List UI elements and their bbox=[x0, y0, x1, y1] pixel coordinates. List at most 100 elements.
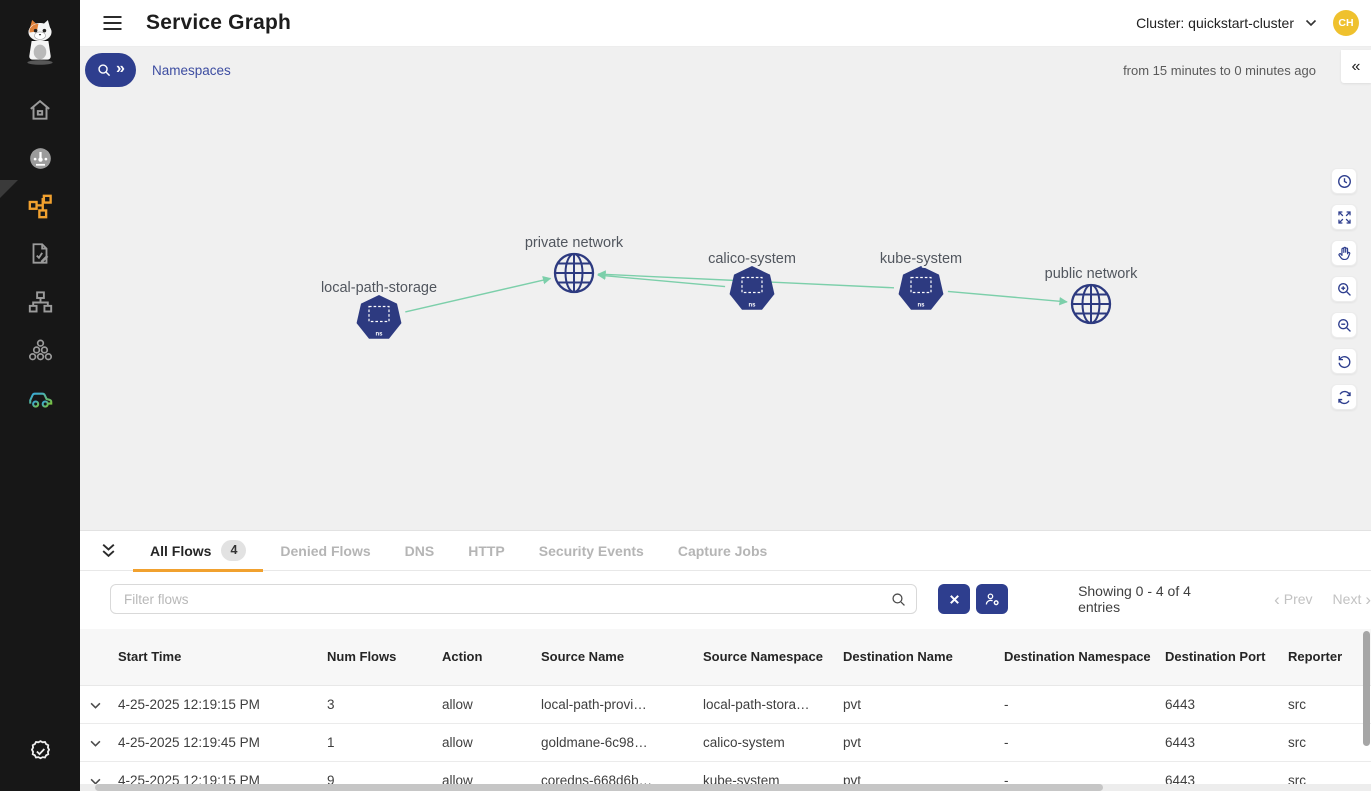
tab-label: Denied Flows bbox=[280, 542, 371, 559]
table-cell: 4-25-2025 12:19:45 PM bbox=[118, 735, 260, 750]
filter-row: Showing 0 - 4 of 4 entries ‹Prev Next› bbox=[110, 583, 1371, 615]
graph-node-private-network[interactable] bbox=[553, 252, 595, 294]
tab-all-flows[interactable]: All Flows 4 bbox=[133, 531, 264, 572]
collapse-flows-panel-button[interactable] bbox=[96, 539, 121, 562]
search-icon[interactable] bbox=[890, 591, 907, 608]
fit-screen-icon bbox=[1336, 209, 1353, 226]
hamburger-menu-button[interactable] bbox=[98, 11, 127, 35]
main-area: Service Graph Cluster: quickstart-cluste… bbox=[80, 0, 1371, 791]
table-cell: src bbox=[1288, 735, 1306, 750]
sidebar-item-home[interactable] bbox=[0, 86, 80, 134]
table-header-row: Start Time Num Flows Action Source Name Sour… bbox=[80, 629, 1371, 686]
chevron-down-icon bbox=[1305, 19, 1317, 27]
hand-pan-icon bbox=[1336, 245, 1353, 262]
table-cell: allow bbox=[442, 735, 473, 750]
customize-columns-button[interactable] bbox=[976, 584, 1009, 614]
prev-page-button[interactable]: ‹ Prev bbox=[1274, 589, 1313, 609]
horizontal-scrollbar[interactable] bbox=[95, 784, 1103, 791]
graph-node-kube-system[interactable]: ns bbox=[898, 266, 944, 310]
sidebar-item-service-graph[interactable] bbox=[0, 180, 80, 230]
column-header[interactable]: Source Namespace bbox=[703, 648, 823, 664]
next-page-button[interactable]: Next › bbox=[1332, 589, 1371, 609]
table-row[interactable]: 4-25-2025 12:19:15 PM 9 allow coredns-668d6… bbox=[80, 762, 1371, 791]
table-row[interactable]: 4-25-2025 12:19:45 PM 1 allow goldmane-6c98… bbox=[80, 724, 1371, 762]
flows-panel: All Flows 4 Denied Flows DNS HTTP Security Ev… bbox=[80, 530, 1371, 791]
workloads-cluster-icon bbox=[27, 337, 54, 364]
avatar[interactable]: CH bbox=[1333, 10, 1359, 36]
fit-screen-button[interactable] bbox=[1331, 204, 1357, 230]
chevron-down-icon bbox=[90, 735, 101, 750]
tab-dns[interactable]: DNS bbox=[388, 531, 452, 571]
tab-denied-flows[interactable]: Denied Flows bbox=[263, 531, 387, 571]
tab-capture-jobs[interactable]: Capture Jobs bbox=[661, 531, 784, 571]
sidebar-item-workloads[interactable] bbox=[0, 326, 80, 374]
expand-chevrons-icon: » bbox=[116, 60, 125, 77]
pagination: ‹ Prev Next › bbox=[1274, 591, 1371, 608]
cluster-label: Cluster: quickstart-cluster bbox=[1136, 15, 1294, 31]
cluster-selector[interactable]: Cluster: quickstart-cluster bbox=[1136, 15, 1317, 31]
flows-tabs: All Flows 4 Denied Flows DNS HTTP Security Ev… bbox=[133, 531, 784, 572]
graph-node-local-path-storage[interactable]: ns bbox=[356, 295, 402, 339]
vertical-scrollbar[interactable] bbox=[1363, 631, 1370, 746]
graph-node-label: kube-system bbox=[880, 251, 962, 267]
chevron-down-icon bbox=[90, 697, 101, 712]
column-header[interactable]: Num Flows bbox=[327, 648, 397, 664]
calico-cat-logo[interactable] bbox=[19, 16, 61, 73]
graph-node-calico-system[interactable]: ns bbox=[729, 266, 775, 310]
column-header[interactable]: Start Time bbox=[118, 648, 182, 664]
sidebar-item-threat-defense[interactable] bbox=[0, 374, 80, 422]
zoom-out-icon bbox=[1336, 317, 1353, 334]
graph-node-label: local-path-storage bbox=[321, 280, 437, 296]
table-row[interactable]: 4-25-2025 12:19:15 PM 3 allow local-path-pr… bbox=[80, 686, 1371, 724]
tab-security-events[interactable]: Security Events bbox=[522, 531, 661, 571]
column-header[interactable]: Source Name bbox=[541, 648, 625, 664]
table-cell: local-path-provi… bbox=[541, 697, 647, 712]
refresh-button[interactable] bbox=[1331, 384, 1357, 410]
top-header: Service Graph Cluster: quickstart-cluste… bbox=[80, 0, 1371, 47]
double-chevron-down-icon bbox=[102, 543, 115, 558]
column-header[interactable]: Destination Namespace bbox=[1004, 648, 1151, 664]
sidebar-item-dashboards[interactable] bbox=[0, 134, 80, 182]
home-icon bbox=[27, 97, 53, 123]
time-settings-button[interactable] bbox=[1331, 168, 1357, 194]
refresh-icon bbox=[1336, 389, 1353, 406]
row-expand-button[interactable] bbox=[80, 735, 118, 750]
calico-cat-logo-image bbox=[27, 19, 53, 65]
column-header[interactable]: Reporter bbox=[1288, 648, 1343, 664]
table-cell: goldmane-6c98… bbox=[541, 735, 648, 750]
policies-report-icon bbox=[27, 241, 53, 267]
svg-text:ns: ns bbox=[748, 303, 756, 309]
breadcrumb[interactable]: Namespaces bbox=[152, 62, 231, 78]
graph-node-public-network[interactable] bbox=[1070, 283, 1112, 325]
table-cell: calico-system bbox=[703, 735, 785, 750]
zoom-out-button[interactable] bbox=[1331, 312, 1357, 338]
certificate-check-icon bbox=[27, 738, 54, 765]
filter-flows-input[interactable] bbox=[122, 590, 891, 608]
sidebar-item-network[interactable] bbox=[0, 278, 80, 326]
zoom-in-button[interactable] bbox=[1331, 276, 1357, 302]
clear-filter-button[interactable] bbox=[938, 584, 971, 614]
tab-label: HTTP bbox=[468, 542, 505, 559]
table-cell: allow bbox=[442, 697, 473, 712]
graph-edge bbox=[947, 290, 1068, 306]
service-graph-canvas[interactable]: ns local-path-storage private network ns cal… bbox=[80, 93, 1371, 530]
sidebar-item-policies[interactable] bbox=[0, 230, 80, 278]
column-header[interactable]: Action bbox=[442, 648, 483, 664]
pan-mode-button[interactable] bbox=[1331, 240, 1357, 266]
undo-layout-button[interactable] bbox=[1331, 348, 1357, 374]
row-expand-button[interactable] bbox=[80, 773, 118, 788]
table-cell: - bbox=[1004, 697, 1009, 712]
sidebar-footer[interactable] bbox=[27, 738, 54, 765]
column-header[interactable]: Destination Name bbox=[843, 648, 953, 664]
service-graph-icon bbox=[27, 193, 54, 220]
service-graph[interactable]: ns local-path-storage private network ns cal… bbox=[80, 93, 1371, 530]
graph-search-toggle[interactable]: » bbox=[85, 53, 136, 87]
collapse-right-panel-button[interactable]: « bbox=[1341, 50, 1371, 83]
column-header[interactable]: Destination Port bbox=[1165, 648, 1266, 664]
filter-flows-box[interactable] bbox=[110, 584, 918, 614]
tab-http[interactable]: HTTP bbox=[451, 531, 522, 571]
tab-label: Capture Jobs bbox=[677, 542, 768, 559]
showing-entries-label: Showing 0 - 4 of 4 entries bbox=[1078, 583, 1191, 615]
row-expand-button[interactable] bbox=[80, 697, 118, 712]
